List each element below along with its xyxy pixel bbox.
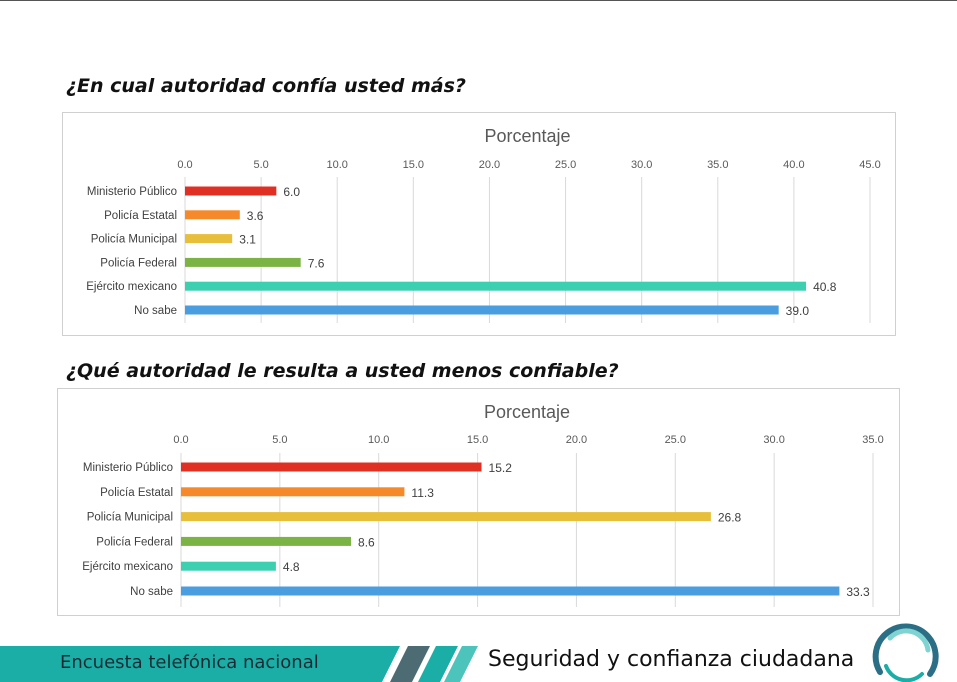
category-label: No sabe bbox=[134, 305, 177, 317]
footer-stripe-dark bbox=[390, 646, 430, 682]
footer-stripe-light bbox=[444, 646, 478, 682]
category-label: Ministerio Público bbox=[87, 186, 177, 198]
question-most-trusted: ¿En cual autoridad confía usted más? bbox=[66, 75, 466, 97]
tick-label: 25.0 bbox=[555, 159, 576, 171]
tick-label: 35.0 bbox=[707, 159, 728, 171]
data-label: 8.6 bbox=[358, 535, 375, 549]
tick-label: 15.0 bbox=[403, 159, 424, 171]
bar bbox=[181, 536, 352, 546]
category-label: Policía Estatal bbox=[104, 210, 177, 222]
bar bbox=[185, 257, 301, 267]
category-label: Ejército mexicano bbox=[82, 561, 173, 573]
tick-label: 0.0 bbox=[173, 434, 188, 446]
tick-label: 15.0 bbox=[467, 434, 488, 446]
data-label: 11.3 bbox=[411, 486, 434, 500]
data-label: 3.1 bbox=[239, 233, 256, 247]
chart-title: Porcentaje bbox=[484, 126, 570, 146]
category-label: Ministerio Público bbox=[83, 462, 173, 474]
footer-bar bbox=[0, 646, 478, 682]
bar bbox=[181, 487, 405, 497]
data-label: 39.0 bbox=[786, 304, 810, 318]
bar bbox=[185, 186, 277, 196]
bar bbox=[181, 561, 276, 571]
tick-label: 35.0 bbox=[862, 434, 883, 446]
data-label: 33.3 bbox=[846, 585, 870, 599]
tick-label: 20.0 bbox=[566, 434, 587, 446]
category-label: Policía Municipal bbox=[91, 234, 177, 246]
tick-label: 10.0 bbox=[327, 159, 348, 171]
bar bbox=[181, 462, 482, 472]
bar bbox=[185, 281, 807, 291]
top-rule bbox=[0, 0, 957, 1]
category-label: No sabe bbox=[130, 586, 173, 598]
ring-logo-icon bbox=[872, 623, 939, 682]
footer-stripe-teal bbox=[418, 646, 458, 682]
tick-label: 5.0 bbox=[253, 159, 268, 171]
data-label: 4.8 bbox=[283, 560, 300, 574]
data-label: 26.8 bbox=[718, 511, 742, 525]
bar bbox=[181, 586, 840, 596]
chart-most-trusted-svg: Porcentaje 0.0 5.0 10.0 15.0 20.0 25.0 30.0 35.0… bbox=[86, 126, 881, 323]
tick-label: 30.0 bbox=[763, 434, 784, 446]
tick-label: 40.0 bbox=[783, 159, 804, 171]
bar bbox=[185, 234, 233, 244]
tick-label: 30.0 bbox=[631, 159, 652, 171]
data-label: 15.2 bbox=[489, 461, 513, 475]
category-label: Policía Federal bbox=[96, 536, 173, 548]
chart-least-trusted: Porcentaje 0.0 5.0 10.0 15.0 20.0 25.0 30.0 35.0… bbox=[57, 388, 900, 616]
data-label: 3.6 bbox=[247, 209, 264, 223]
footer-bar-main bbox=[0, 646, 400, 682]
tick-label: 10.0 bbox=[368, 434, 389, 446]
bar bbox=[185, 305, 779, 315]
question-least-trusted: ¿Qué autoridad le resulta a usted menos … bbox=[66, 360, 619, 382]
category-label: Policía Federal bbox=[100, 257, 177, 269]
chart-title: Porcentaje bbox=[484, 402, 570, 422]
footer-report-title: Seguridad y confianza ciudadana bbox=[488, 647, 855, 672]
category-label: Policía Estatal bbox=[100, 487, 173, 499]
data-label: 6.0 bbox=[283, 185, 300, 199]
chart-least-trusted-svg: Porcentaje 0.0 5.0 10.0 15.0 20.0 25.0 30.0 35.0… bbox=[82, 402, 884, 607]
data-label: 40.8 bbox=[813, 280, 837, 294]
tick-label: 20.0 bbox=[479, 159, 500, 171]
category-label: Ejército mexicano bbox=[86, 281, 177, 293]
bar bbox=[181, 512, 711, 522]
footer-survey-label: Encuesta telefónica nacional bbox=[60, 652, 319, 673]
tick-label: 25.0 bbox=[665, 434, 686, 446]
bar bbox=[185, 210, 240, 220]
category-label: Policía Municipal bbox=[87, 512, 173, 524]
tick-label: 5.0 bbox=[272, 434, 287, 446]
tick-label: 0.0 bbox=[177, 159, 192, 171]
tick-label: 45.0 bbox=[859, 159, 880, 171]
chart-most-trusted: Porcentaje 0.0 5.0 10.0 15.0 20.0 25.0 30.0 35.0… bbox=[62, 112, 896, 336]
data-label: 7.6 bbox=[308, 256, 325, 270]
